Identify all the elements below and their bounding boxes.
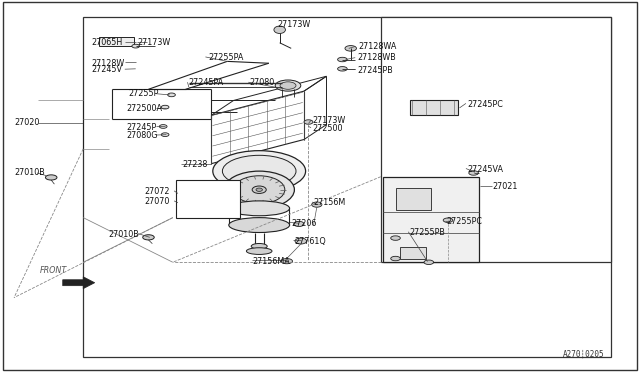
Text: 27156M: 27156M xyxy=(314,198,346,207)
Bar xyxy=(99,37,134,46)
Polygon shape xyxy=(63,277,95,289)
Text: 27255PC: 27255PC xyxy=(447,217,483,226)
Bar xyxy=(383,177,479,262)
Ellipse shape xyxy=(280,82,296,89)
Ellipse shape xyxy=(345,46,356,51)
Text: 27128W: 27128W xyxy=(92,59,125,68)
Ellipse shape xyxy=(274,26,285,33)
Ellipse shape xyxy=(168,93,175,97)
Ellipse shape xyxy=(294,221,304,227)
Text: 27128WB: 27128WB xyxy=(357,53,396,62)
Text: 27173W: 27173W xyxy=(138,38,171,47)
Text: 27021: 27021 xyxy=(493,182,518,191)
Bar xyxy=(83,17,611,357)
Ellipse shape xyxy=(161,133,169,137)
Text: FRONT: FRONT xyxy=(40,266,67,275)
Ellipse shape xyxy=(252,186,266,193)
Ellipse shape xyxy=(468,171,479,175)
Ellipse shape xyxy=(132,44,140,48)
Ellipse shape xyxy=(443,218,453,222)
Ellipse shape xyxy=(424,260,434,264)
Ellipse shape xyxy=(223,155,296,187)
Text: 27070: 27070 xyxy=(144,197,170,206)
Ellipse shape xyxy=(159,125,167,128)
Text: 27156MA: 27156MA xyxy=(253,257,291,266)
Ellipse shape xyxy=(295,238,307,244)
Ellipse shape xyxy=(45,175,57,180)
Text: 27173W: 27173W xyxy=(312,116,346,125)
Text: 27761Q: 27761Q xyxy=(294,237,326,246)
Ellipse shape xyxy=(304,120,313,124)
Ellipse shape xyxy=(252,244,268,249)
Ellipse shape xyxy=(246,248,272,254)
Bar xyxy=(400,247,426,259)
Text: 27065H: 27065H xyxy=(92,38,123,47)
Text: 27072: 27072 xyxy=(144,187,170,196)
Ellipse shape xyxy=(234,176,285,204)
Text: 27255PB: 27255PB xyxy=(410,228,445,237)
Bar xyxy=(381,17,611,262)
Text: A270┆0205: A270┆0205 xyxy=(563,350,605,359)
Bar xyxy=(176,180,240,218)
Ellipse shape xyxy=(275,80,301,91)
Text: 27255PA: 27255PA xyxy=(208,53,243,62)
Text: 27206: 27206 xyxy=(291,219,317,228)
Ellipse shape xyxy=(256,188,262,192)
Text: 27080G: 27080G xyxy=(127,131,158,140)
Text: 27245PC: 27245PC xyxy=(467,100,503,109)
Text: 27010B: 27010B xyxy=(109,230,140,239)
Text: 272500: 272500 xyxy=(312,124,343,133)
Ellipse shape xyxy=(390,236,401,240)
Ellipse shape xyxy=(161,105,169,109)
Bar xyxy=(396,188,431,210)
Ellipse shape xyxy=(224,171,294,208)
Ellipse shape xyxy=(143,235,154,240)
Bar xyxy=(410,100,458,115)
Text: 27245PB: 27245PB xyxy=(357,66,393,75)
Text: 272500A: 272500A xyxy=(127,104,163,113)
Text: 27245VA: 27245VA xyxy=(467,165,503,174)
Ellipse shape xyxy=(281,259,292,264)
Text: 27245P: 27245P xyxy=(127,123,157,132)
Text: 27128WA: 27128WA xyxy=(358,42,397,51)
Text: 27245PA: 27245PA xyxy=(189,78,224,87)
Text: 27010B: 27010B xyxy=(14,169,45,177)
Text: 27080: 27080 xyxy=(250,78,275,87)
Ellipse shape xyxy=(229,218,290,232)
Ellipse shape xyxy=(338,57,348,62)
Ellipse shape xyxy=(390,256,401,261)
Text: 27255P: 27255P xyxy=(128,89,158,98)
Text: 27173W: 27173W xyxy=(277,20,310,29)
Text: 27238: 27238 xyxy=(182,160,208,169)
Ellipse shape xyxy=(312,202,322,207)
Ellipse shape xyxy=(213,151,306,192)
Text: 27245V: 27245V xyxy=(92,65,122,74)
Text: 27020: 27020 xyxy=(14,118,40,127)
Ellipse shape xyxy=(338,67,348,71)
Ellipse shape xyxy=(229,201,290,216)
